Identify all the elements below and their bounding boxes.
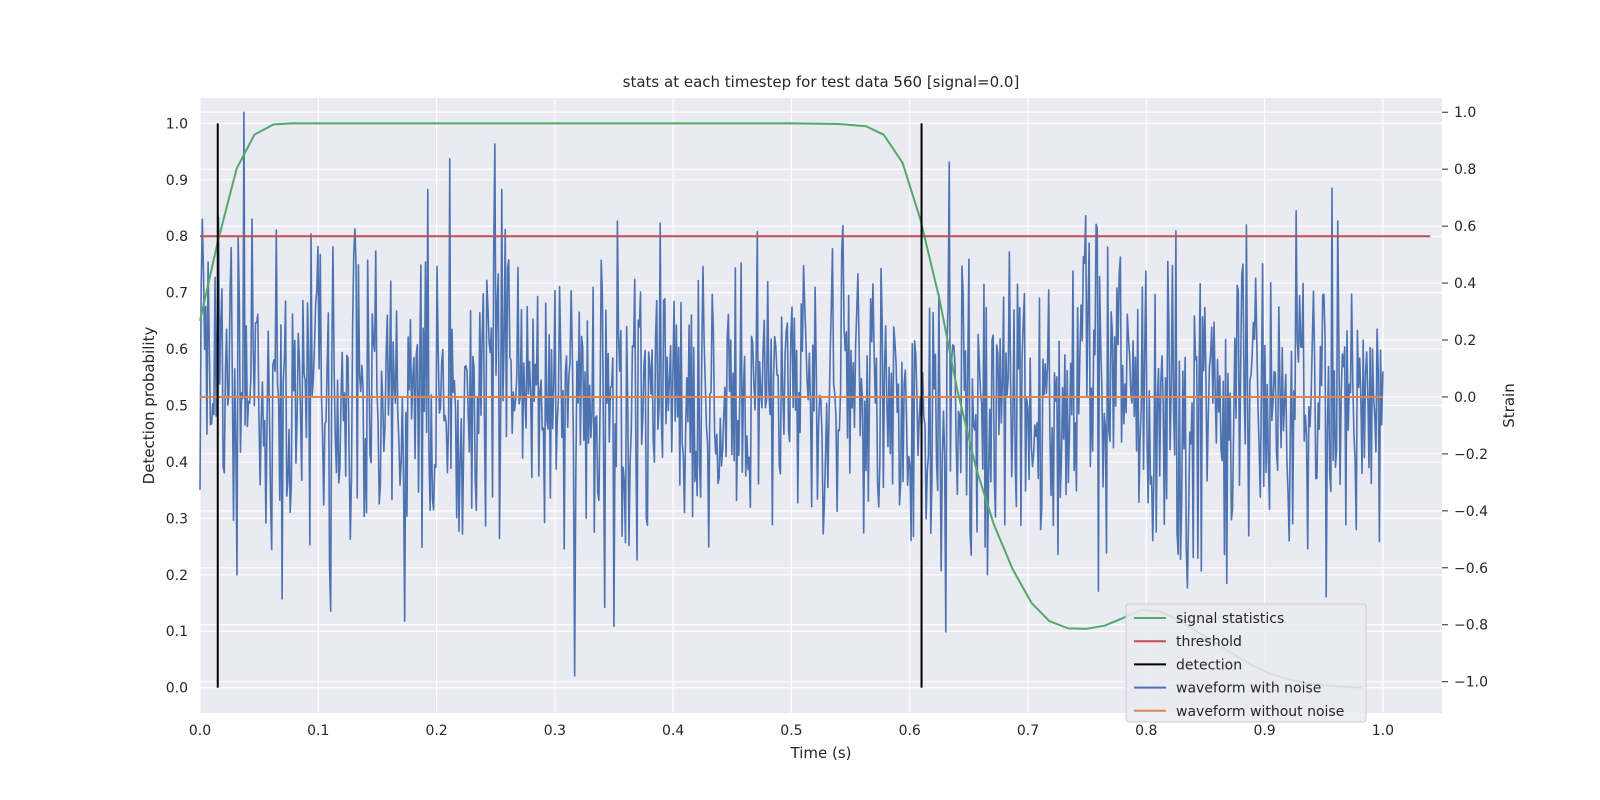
y-tick-label: 0.4 [166, 455, 188, 471]
y-tick-label: 0.8 [166, 229, 188, 245]
legend-item-label: threshold [1176, 634, 1242, 650]
y-tick-label: 0.3 [166, 511, 188, 527]
y2-axis-label: Strain [1500, 383, 1518, 427]
y2-tick-label: 1.0 [1454, 105, 1476, 121]
x-tick-label: 0.5 [780, 723, 802, 739]
y-tick-label: 0.9 [166, 173, 188, 189]
y2-tick-label: −1.0 [1454, 675, 1488, 691]
y2-tick-label: 0.2 [1454, 333, 1476, 349]
x-tick-label: 0.0 [189, 723, 211, 739]
y-tick-label: 0.1 [166, 624, 188, 640]
y2-tick-label: 0.4 [1454, 276, 1476, 292]
x-tick-label: 0.9 [1253, 723, 1275, 739]
x-tick-label: 0.7 [1017, 723, 1039, 739]
y-axis-label: Detection probability [140, 327, 158, 485]
legend-item-label: signal statistics [1176, 611, 1284, 627]
y2-tick-label: 0.6 [1454, 219, 1476, 235]
y2-tick-label: 0.8 [1454, 162, 1476, 178]
y-tick-label: 0.0 [166, 681, 188, 697]
x-axis-label: Time (s) [790, 744, 852, 762]
legend-item-label: waveform with noise [1176, 681, 1321, 697]
y2-tick-label: 0.0 [1454, 390, 1476, 406]
legend-item-label: waveform without noise [1176, 704, 1344, 720]
x-tick-label: 0.8 [1135, 723, 1157, 739]
x-tick-label: 0.6 [899, 723, 921, 739]
x-tick-label: 1.0 [1372, 723, 1394, 739]
y-tick-label: 0.5 [166, 399, 188, 415]
y-tick-label: 1.0 [166, 116, 188, 132]
x-tick-label: 0.2 [425, 723, 447, 739]
y2-tick-label: −0.8 [1454, 618, 1488, 634]
chart-title: stats at each timestep for test data 560… [623, 73, 1020, 91]
y-tick-label: 0.2 [166, 568, 188, 584]
x-tick-label: 0.4 [662, 723, 684, 739]
x-tick-label: 0.1 [307, 723, 329, 739]
y2-tick-label: −0.4 [1454, 504, 1488, 520]
waveform-with-noise-line [199, 111, 1384, 677]
legend-item-label: detection [1176, 657, 1242, 673]
x-tick-label: 0.3 [544, 723, 566, 739]
y2-tick-label: −0.2 [1454, 447, 1488, 463]
axes-layer: 0.0 0.1 0.2 0.3 0.4 0.5 0.6 0.7 0.8 0.9 1.0 0.0 0.1 0… [166, 105, 1488, 739]
y-tick-label: 0.6 [166, 342, 188, 358]
legend: signal statistics threshold detection wavef… [1125, 603, 1367, 723]
legend-box [1125, 603, 1367, 723]
y2-tick-label: −0.6 [1454, 561, 1488, 577]
y-tick-label: 0.7 [166, 286, 188, 302]
